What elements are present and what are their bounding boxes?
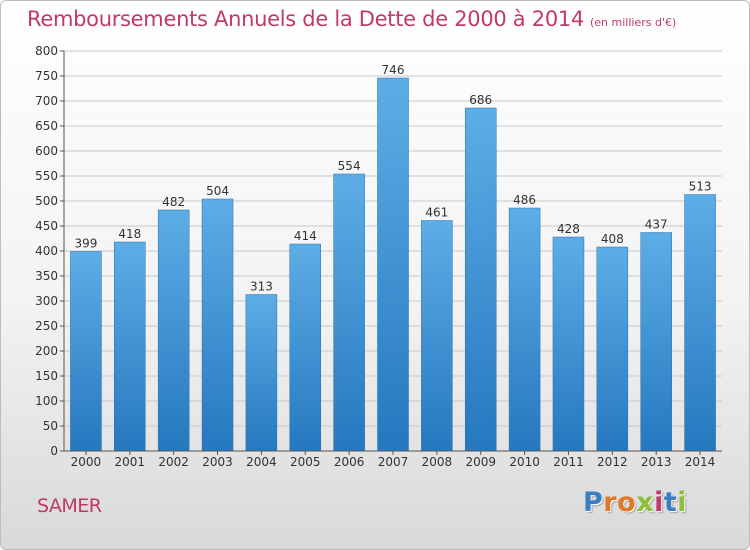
y-tick-label: 600 bbox=[35, 144, 58, 158]
y-tick-label: 0 bbox=[50, 444, 58, 458]
x-tick-label: 2001 bbox=[115, 455, 146, 469]
data-label-2012: 408 bbox=[601, 232, 624, 246]
data-label-2000: 399 bbox=[74, 237, 97, 251]
y-tick-label: 300 bbox=[35, 294, 58, 308]
logo-letter: i bbox=[677, 487, 688, 518]
bar-2006 bbox=[333, 173, 365, 452]
data-label-2013: 437 bbox=[645, 218, 668, 232]
data-label-2005: 414 bbox=[294, 229, 317, 243]
y-tick-label: 150 bbox=[35, 369, 58, 383]
y-tick-label: 450 bbox=[35, 219, 58, 233]
y-tick-label: 800 bbox=[35, 44, 58, 58]
bar-2005 bbox=[289, 243, 322, 452]
data-label-2010: 486 bbox=[513, 193, 536, 207]
bar-2013 bbox=[640, 232, 672, 452]
bar-2011 bbox=[552, 236, 585, 452]
y-tick-label: 550 bbox=[35, 169, 58, 183]
x-tick-label: 2002 bbox=[158, 455, 189, 469]
bar-2000 bbox=[70, 251, 102, 452]
data-label-2002: 482 bbox=[162, 195, 185, 209]
logo-letter: x bbox=[636, 487, 655, 518]
logo-letter: i bbox=[654, 487, 664, 518]
y-tick-label: 500 bbox=[35, 194, 58, 208]
x-tick-label: 2008 bbox=[422, 455, 453, 469]
chart-title: Remboursements Annuels de la Dette de 20… bbox=[27, 7, 676, 31]
x-tick-label: 2006 bbox=[334, 455, 365, 469]
y-tick-label: 650 bbox=[35, 119, 58, 133]
y-tick-label: 50 bbox=[43, 419, 58, 433]
y-tick-label: 200 bbox=[35, 344, 58, 358]
x-tick-label: 2009 bbox=[465, 455, 496, 469]
x-tick-label: 2003 bbox=[202, 455, 233, 469]
bar-2002 bbox=[157, 209, 190, 452]
bar-2010 bbox=[508, 207, 541, 452]
data-label-2003: 504 bbox=[206, 184, 229, 198]
bar-2007 bbox=[377, 77, 409, 452]
data-label-2001: 418 bbox=[118, 227, 141, 241]
y-tick-label: 100 bbox=[35, 394, 58, 408]
y-tick-label: 400 bbox=[35, 244, 58, 258]
y-axis-ticks: 0 50 100 150 200 250 300 350 400 450 500 550 600 650 7… bbox=[35, 44, 64, 458]
chart-unit: (en milliers d'€) bbox=[590, 16, 677, 29]
x-tick-label: 2012 bbox=[597, 455, 628, 469]
data-label-2008: 461 bbox=[425, 206, 448, 220]
y-tick-label: 750 bbox=[35, 69, 58, 83]
x-tick-label: 2014 bbox=[685, 455, 716, 469]
x-tick-label: 2007 bbox=[378, 455, 409, 469]
x-tick-label: 2010 bbox=[509, 455, 540, 469]
bar-2004 bbox=[245, 294, 278, 452]
bar-2014 bbox=[684, 194, 716, 452]
data-label-2007: 746 bbox=[382, 63, 405, 77]
logo-letter: P bbox=[583, 487, 604, 518]
bar-2001 bbox=[114, 241, 146, 452]
data-label-2004: 313 bbox=[250, 280, 273, 294]
y-tick-label: 700 bbox=[35, 94, 58, 108]
x-axis-ticks: 2000 2001 2002 2003 2004 2005 2006 2007 2008 2009… bbox=[71, 451, 716, 469]
y-tick-label: 350 bbox=[35, 269, 58, 283]
x-tick-label: 2000 bbox=[71, 455, 102, 469]
bar-2012 bbox=[596, 246, 629, 452]
logo-letter: t bbox=[663, 487, 678, 518]
data-labels: 399 418 482 504 313 414 554 746 461 686 486 428 408 4… bbox=[74, 63, 711, 294]
logo-letter: o bbox=[617, 487, 637, 518]
data-label-2006: 554 bbox=[338, 159, 361, 173]
y-tick-label: 250 bbox=[35, 319, 58, 333]
data-label-2011: 428 bbox=[557, 222, 580, 236]
chart-title-text: Remboursements Annuels de la Dette de 20… bbox=[27, 7, 584, 31]
bar-2009 bbox=[464, 107, 497, 452]
proxiti-logo: Proxiti bbox=[583, 487, 687, 518]
data-label-2009: 686 bbox=[469, 93, 492, 107]
bar-2003 bbox=[201, 198, 234, 452]
bar-2008 bbox=[421, 220, 453, 452]
x-tick-label: 2013 bbox=[641, 455, 672, 469]
data-label-2014: 513 bbox=[689, 180, 712, 194]
logo-letter: r bbox=[603, 487, 618, 518]
city-name: SAMER bbox=[37, 495, 102, 517]
x-tick-label: 2005 bbox=[290, 455, 321, 469]
x-tick-label: 2011 bbox=[553, 455, 584, 469]
bars bbox=[70, 77, 716, 452]
x-tick-label: 2004 bbox=[246, 455, 277, 469]
